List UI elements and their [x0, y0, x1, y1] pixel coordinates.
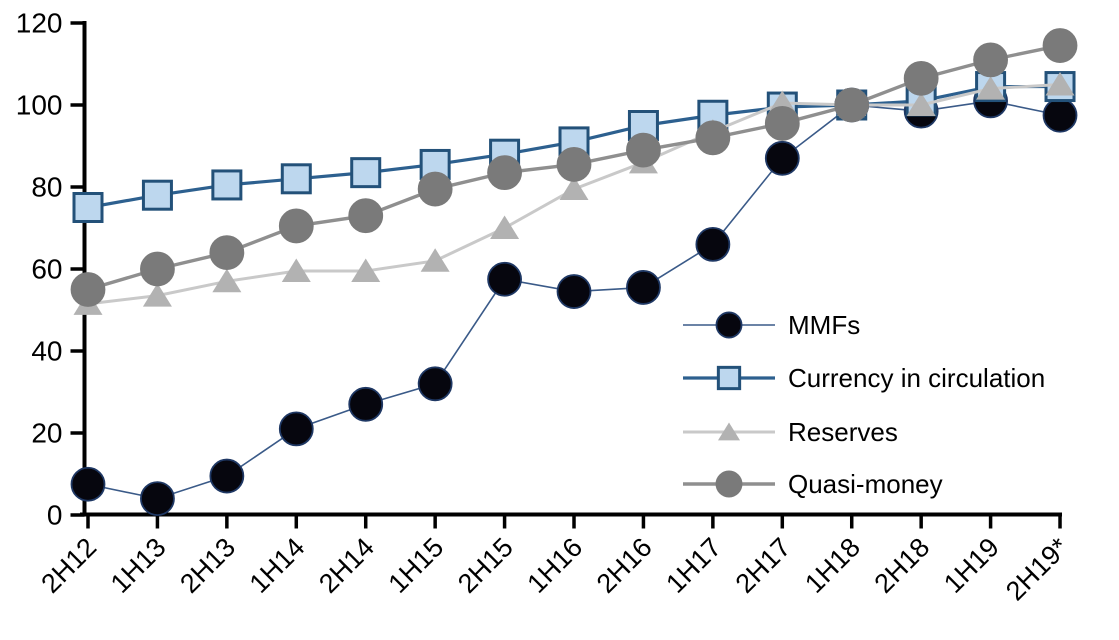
x-axis-tick-label: 1H14 — [244, 532, 311, 599]
legend-label-quasi-money: Quasi-money — [788, 469, 943, 499]
marker-quasi-money — [764, 106, 800, 141]
marker-quasi-money — [903, 60, 939, 96]
marker-quasi-money — [417, 171, 453, 207]
y-axis-tick-label: 80 — [31, 172, 62, 203]
marker-reserves — [906, 92, 936, 116]
marker-reserves — [559, 176, 589, 201]
legend-item-currency-in-circulation: Currency in circulation — [683, 363, 1045, 393]
marker-reserves — [351, 258, 381, 283]
x-axis-tick-label: 1H13 — [105, 532, 172, 599]
marker-mmfs — [348, 386, 384, 422]
marker-currency-in-circulation — [716, 365, 742, 391]
y-axis-tick-label: 60 — [31, 254, 62, 285]
marker-reserves — [281, 258, 311, 283]
x-axis-tick-label: 2H13 — [174, 532, 241, 599]
legend-item-mmfs: MMFs — [683, 310, 860, 340]
x-axis-tick-label: 1H15 — [383, 532, 450, 599]
marker-mmfs — [764, 140, 800, 176]
y-axis-tick-label: 100 — [16, 90, 63, 121]
legend: MMFs Currency in circulation Reserves Quasi… — [683, 310, 1045, 499]
marker-reserves — [212, 268, 242, 293]
legend-item-quasi-money: Quasi-money — [683, 469, 943, 499]
marker-currency-in-circulation — [211, 169, 243, 201]
x-axis-tick-label: 1H19 — [938, 532, 1005, 599]
marker-mmfs — [278, 411, 314, 447]
x-axis-tick-label: 2H17 — [730, 532, 797, 599]
marker-currency-in-circulation — [280, 163, 312, 195]
marker-mmfs — [140, 481, 175, 517]
marker-mmfs — [209, 458, 245, 494]
x-axis-tick-label: 2H14 — [313, 532, 380, 599]
y-axis-tick-label: 120 — [16, 8, 63, 39]
marker-currency-in-circulation — [72, 192, 104, 223]
marker-reserves — [976, 76, 1006, 100]
x-axis-tick-label: 2H12 — [35, 532, 102, 599]
marker-currency-in-circulation — [350, 157, 382, 189]
marker-mmfs — [695, 226, 731, 262]
y-axis-tick-label: 0 — [47, 500, 63, 531]
marker-quasi-money — [348, 198, 384, 234]
marker-quasi-money — [487, 155, 522, 191]
x-axis-tick-label: 2H19* — [1000, 532, 1075, 607]
marker-quasi-money — [973, 42, 1008, 78]
x-axis-tick-label: 2H15 — [452, 532, 519, 599]
marker-mmfs — [1042, 97, 1078, 133]
marker-quasi-money — [140, 251, 175, 287]
marker-quasi-money — [556, 147, 592, 182]
x-axis-tick-label: 1H18 — [799, 532, 866, 599]
marker-quasi-money — [834, 87, 870, 123]
y-axis-tick-label: 20 — [31, 418, 62, 449]
series-quasi-money — [70, 28, 1078, 307]
marker-mmfs — [626, 270, 661, 305]
marker-reserves — [1045, 72, 1075, 96]
marker-mmfs — [556, 274, 592, 309]
legend-label-currency-in-circulation: Currency in circulation — [788, 363, 1045, 393]
marker-quasi-money — [70, 272, 106, 307]
x-axis-tick-label: 2H18 — [869, 532, 936, 599]
x-axis-tick-label: 1H16 — [521, 532, 588, 599]
marker-quasi-money — [1042, 28, 1078, 63]
marker-quasi-money — [209, 235, 245, 271]
marker-quasi-money — [278, 208, 314, 244]
marker-mmfs — [70, 466, 106, 502]
x-axis-tick-label: 1H17 — [660, 532, 727, 599]
marker-mmfs — [715, 311, 743, 339]
marker-quasi-money — [715, 470, 743, 498]
marker-reserves — [142, 283, 172, 307]
marker-mmfs — [417, 366, 453, 402]
marker-mmfs — [487, 261, 522, 297]
marker-reserves — [490, 215, 520, 239]
legend-item-reserves: Reserves — [683, 417, 898, 447]
y-axis-tick-label: 40 — [31, 336, 62, 367]
marker-reserves — [717, 422, 741, 441]
marker-quasi-money — [695, 120, 731, 156]
marker-currency-in-circulation — [141, 179, 173, 211]
legend-label-reserves: Reserves — [788, 417, 898, 447]
marker-reserves — [420, 248, 450, 272]
x-axis-tick-label: 2H16 — [591, 532, 658, 599]
marker-quasi-money — [626, 132, 661, 168]
legend-label-mmfs: MMFs — [788, 310, 860, 340]
